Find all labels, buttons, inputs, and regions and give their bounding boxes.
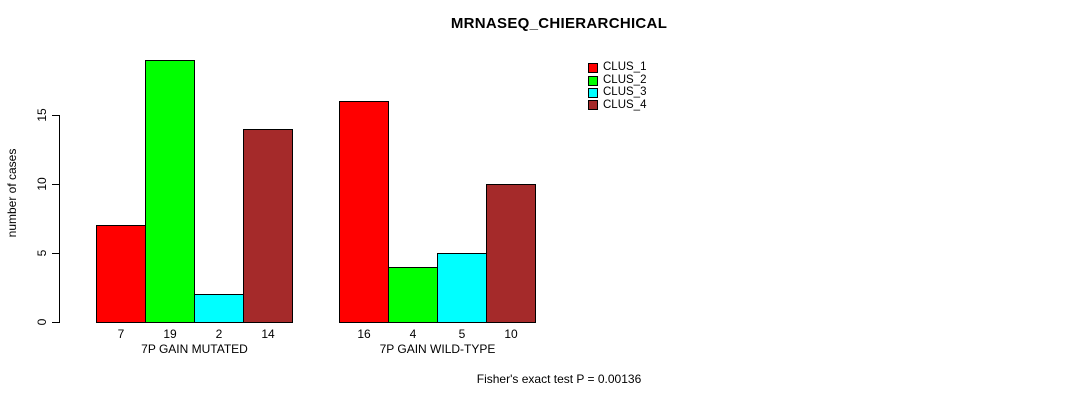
legend-row: CLUS_2: [588, 74, 646, 86]
y-tick-label-text: 10: [35, 177, 49, 191]
bar-value-label: 16: [357, 327, 371, 341]
caption-text: Fisher's exact test P = 0.00136: [476, 372, 642, 386]
bar-value-label: 7: [117, 327, 125, 341]
chart-title: MRNASEQ_CHIERARCHICAL: [450, 15, 668, 32]
legend-label: CLUS_1: [603, 61, 647, 74]
bar-clus_3-group2: [437, 253, 487, 323]
bar-clus_4-group2: [486, 184, 536, 323]
bar-value-label: 5: [458, 327, 466, 341]
legend-swatch-icon: [588, 63, 598, 74]
legend-label: CLUS_3: [603, 86, 647, 99]
bar-value-label: 19: [163, 327, 177, 341]
y-tick-mark: [52, 184, 59, 185]
y-tick-label-text: 5: [35, 249, 49, 257]
bar-value-label: 14: [261, 327, 275, 341]
y-axis-line: [59, 115, 60, 323]
legend-label: CLUS_2: [603, 73, 647, 86]
bar-value-label: 4: [409, 327, 417, 341]
bar-clus_3-group1: [194, 294, 244, 323]
bar-clus_4-group1: [243, 129, 293, 323]
legend: CLUS_1 CLUS_2 CLUS_3 CLUS_4: [588, 62, 646, 112]
legend-swatch-icon: [588, 87, 598, 98]
legend-swatch-icon: [588, 75, 598, 86]
x-group-label: 7P GAIN WILD-TYPE: [379, 342, 496, 356]
y-tick-mark: [52, 253, 59, 254]
legend-row: CLUS_3: [588, 87, 646, 99]
bar-clus_2-group2: [388, 267, 438, 323]
x-group-label: 7P GAIN MUTATED: [141, 342, 248, 356]
y-tick-mark: [52, 115, 59, 116]
legend-label: CLUS_4: [603, 98, 647, 111]
bar-value-label: 2: [215, 327, 223, 341]
y-axis-label-text: number of cases: [5, 148, 19, 238]
y-tick-mark: [52, 322, 59, 323]
bar-clus_2-group1: [145, 60, 195, 323]
bar-clus_1-group2: [339, 101, 389, 323]
legend-swatch-icon: [588, 100, 598, 111]
bar-value-label: 10: [504, 327, 518, 341]
bar-clus_1-group1: [96, 225, 146, 323]
legend-row: CLUS_4: [588, 99, 646, 111]
y-tick-label-text: 0: [35, 318, 49, 326]
y-tick-label-text: 15: [35, 108, 49, 122]
legend-row: CLUS_1: [588, 62, 646, 74]
